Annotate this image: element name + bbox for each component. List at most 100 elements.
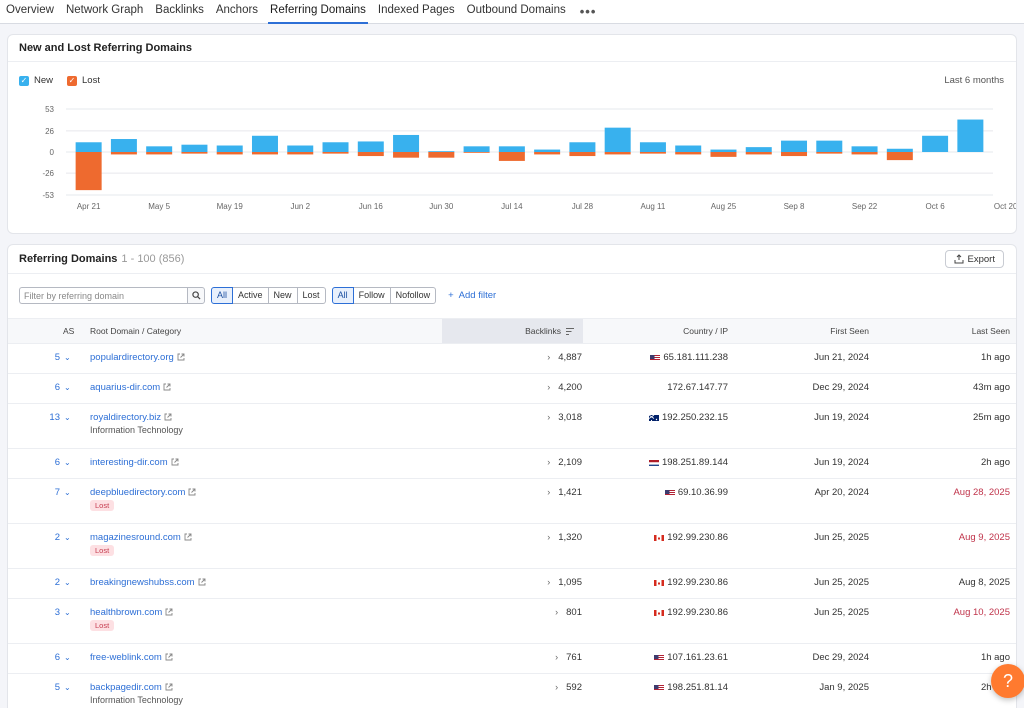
backlinks-cell[interactable]: › 1,320 <box>547 532 582 543</box>
external-link-icon[interactable] <box>161 412 172 423</box>
bar-new[interactable] <box>393 134 420 152</box>
chevron-down-icon[interactable]: ⌄ <box>64 353 71 362</box>
col-as[interactable]: AS <box>63 326 75 336</box>
col-country-ip[interactable]: Country / IP <box>683 326 728 336</box>
tab-anchors[interactable]: Anchors <box>215 3 259 16</box>
help-button[interactable]: ? <box>991 664 1024 698</box>
bar-new[interactable] <box>851 146 878 152</box>
as-cell[interactable]: 6 ⌄ <box>30 457 71 468</box>
chevron-down-icon[interactable]: ⌄ <box>64 578 71 587</box>
follow-filter-all[interactable]: All <box>331 287 354 304</box>
bar-new[interactable] <box>110 139 137 152</box>
domain-link[interactable]: magazinesround.com <box>90 532 181 543</box>
bar-lost[interactable] <box>463 152 490 153</box>
status-filter-all[interactable]: All <box>211 287 234 304</box>
bar-lost[interactable] <box>675 152 702 155</box>
domain-link[interactable]: free-weblink.com <box>90 652 162 663</box>
bar-new[interactable] <box>922 135 949 152</box>
checkbox-icon[interactable]: ✓ <box>19 75 29 86</box>
as-cell[interactable]: 5 ⌄ <box>30 352 71 363</box>
tab-outbound-domains[interactable]: Outbound Domains <box>466 3 566 16</box>
bar-new[interactable] <box>146 146 173 152</box>
chevron-right-icon[interactable]: › <box>555 682 559 692</box>
search-button[interactable] <box>187 287 205 304</box>
table-row[interactable]: 6 ⌄ free-weblink.com › 761 107.161.23.61 Dec 2… <box>8 644 1016 674</box>
domain-link[interactable]: aquarius-dir.com <box>90 382 161 393</box>
bar-lost[interactable] <box>498 152 525 161</box>
as-cell[interactable]: 5 ⌄ <box>30 682 71 693</box>
chevron-right-icon[interactable]: › <box>547 412 551 422</box>
bar-lost[interactable] <box>534 152 561 155</box>
as-cell[interactable]: 2 ⌄ <box>30 532 71 543</box>
external-link-icon[interactable] <box>162 607 173 618</box>
chevron-right-icon[interactable]: › <box>547 487 551 497</box>
bar-new[interactable] <box>781 140 808 152</box>
bar-new[interactable] <box>886 148 913 152</box>
chevron-right-icon[interactable]: › <box>547 457 551 467</box>
bar-new[interactable] <box>251 135 278 152</box>
col-root-domain[interactable]: Root Domain / Category <box>90 326 182 336</box>
export-button[interactable]: Export <box>944 250 1004 268</box>
table-row[interactable]: 2 ⌄ magazinesround.com Lost › 1,320 192.99.230… <box>8 524 1016 569</box>
bar-lost[interactable] <box>216 152 243 155</box>
follow-filter-follow[interactable]: Follow <box>353 287 391 304</box>
bar-new[interactable] <box>322 142 349 152</box>
chevron-down-icon[interactable]: ⌄ <box>64 608 71 617</box>
legend-new-toggle[interactable]: ✓ New <box>19 75 53 86</box>
domain-link[interactable]: breakingnewshubss.com <box>90 577 195 588</box>
domain-search-input[interactable]: Filter by referring domain <box>19 287 187 304</box>
tab-backlinks[interactable]: Backlinks <box>155 3 204 16</box>
external-link-icon[interactable] <box>168 457 179 468</box>
table-row[interactable]: 5 ⌄ backpagedir.com Information Technology ›… <box>8 674 1016 708</box>
bar-lost[interactable] <box>569 152 596 157</box>
bar-new[interactable] <box>463 146 490 152</box>
as-cell[interactable]: 6 ⌄ <box>30 652 71 663</box>
table-row[interactable]: 5 ⌄ populardirectory.org › 4,887 65.181.111.2… <box>8 344 1016 374</box>
chevron-down-icon[interactable]: ⌄ <box>64 488 71 497</box>
bar-new[interactable] <box>639 142 666 152</box>
status-filter-lost[interactable]: Lost <box>297 287 326 304</box>
chevron-right-icon[interactable]: › <box>547 352 551 362</box>
bar-new[interactable] <box>216 145 243 152</box>
domain-link[interactable]: interesting-dir.com <box>90 457 168 468</box>
bar-lost[interactable] <box>357 152 384 157</box>
bar-new[interactable] <box>604 127 631 152</box>
chevron-right-icon[interactable]: › <box>547 382 551 392</box>
chevron-right-icon[interactable]: › <box>555 607 559 617</box>
external-link-icon[interactable] <box>174 352 185 363</box>
bar-new[interactable] <box>957 119 984 152</box>
bar-lost[interactable] <box>146 152 173 155</box>
bar-new[interactable] <box>428 151 455 152</box>
bar-lost[interactable] <box>75 152 102 191</box>
more-tabs-icon[interactable]: ••• <box>579 3 597 19</box>
table-row[interactable]: 13 ⌄ royaldirectory.biz Information Technol… <box>8 404 1016 449</box>
col-first-seen[interactable]: First Seen <box>830 326 869 336</box>
table-row[interactable]: 6 ⌄ aquarius-dir.com › 4,200 172.67.147.77 Dec… <box>8 374 1016 404</box>
as-cell[interactable]: 13 ⌄ <box>30 412 70 423</box>
bar-lost[interactable] <box>781 152 808 157</box>
chevron-down-icon[interactable]: ⌄ <box>64 458 71 467</box>
bar-lost[interactable] <box>816 152 843 154</box>
follow-filter-nofollow[interactable]: Nofollow <box>390 287 437 304</box>
col-backlinks[interactable]: Backlinks <box>442 319 583 343</box>
backlinks-cell[interactable]: › 761 <box>555 652 582 663</box>
bar-lost[interactable] <box>710 152 737 157</box>
as-cell[interactable]: 2 ⌄ <box>30 577 71 588</box>
bar-lost[interactable] <box>604 152 631 155</box>
table-row[interactable]: 2 ⌄ breakingnewshubss.com › 1,095 192.99.230.… <box>8 569 1016 599</box>
bar-lost[interactable] <box>745 152 772 155</box>
status-filter-new[interactable]: New <box>268 287 298 304</box>
external-link-icon[interactable] <box>185 487 196 498</box>
table-row[interactable]: 6 ⌄ interesting-dir.com › 2,109 198.251.89.14… <box>8 449 1016 479</box>
bar-new[interactable] <box>498 146 525 152</box>
chevron-right-icon[interactable]: › <box>547 532 551 542</box>
bar-new[interactable] <box>745 147 772 152</box>
bar-new[interactable] <box>357 141 384 152</box>
domain-link[interactable]: healthbrown.com <box>90 607 163 618</box>
bar-lost[interactable] <box>181 152 208 154</box>
bar-lost[interactable] <box>393 152 420 158</box>
chevron-down-icon[interactable]: ⌄ <box>64 383 71 392</box>
domain-link[interactable]: backpagedir.com <box>90 682 162 693</box>
bar-lost[interactable] <box>110 152 137 155</box>
bar-lost[interactable] <box>251 152 278 155</box>
